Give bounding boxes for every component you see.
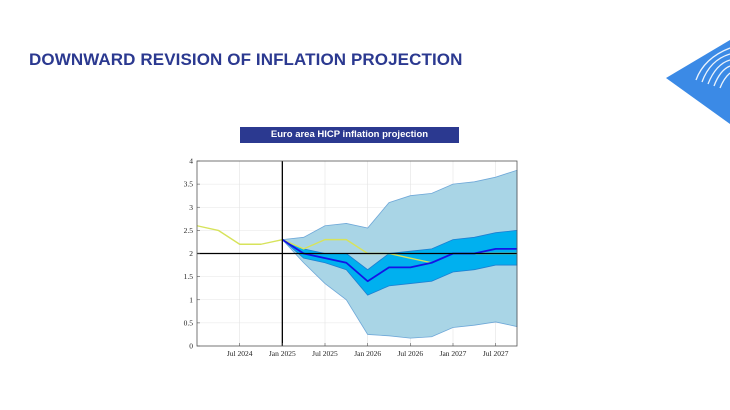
y-tick-label: 1.5	[184, 272, 194, 281]
x-tick-label: Jan 2027	[440, 349, 467, 358]
slide-title: DOWNWARD REVISION OF INFLATION PROJECTIO…	[29, 50, 463, 69]
x-tick-label: Jul 2027	[483, 349, 509, 358]
y-tick-label: 4	[189, 157, 193, 166]
x-tick-label: Jan 2026	[354, 349, 381, 358]
x-tick-label: Jul 2025	[312, 349, 338, 358]
axis-labels: 0 0.5 1 1.5 2 2.5 3 3.5 4 Jul 2024 Jan 2025 Jul 202…	[184, 157, 509, 359]
y-tick-label: 2.5	[184, 226, 194, 235]
chart-title: Euro area HICP inflation projection	[240, 127, 459, 143]
y-tick-label: 2	[189, 249, 193, 258]
y-tick-label: 3	[189, 203, 193, 212]
y-tick-label: 3.5	[184, 180, 194, 189]
x-tick-label: Jul 2026	[398, 349, 424, 358]
x-tick-label: Jul 2024	[227, 349, 253, 358]
y-tick-label: 1	[189, 295, 193, 304]
baseline-projection-line	[281, 238, 517, 283]
reference-lines	[197, 161, 517, 346]
corner-logo-icon	[666, 40, 730, 124]
x-tick-label: Jan 2025	[269, 349, 296, 358]
y-tick-label: 0.5	[184, 318, 194, 327]
y-tick-label: 0	[189, 342, 193, 351]
